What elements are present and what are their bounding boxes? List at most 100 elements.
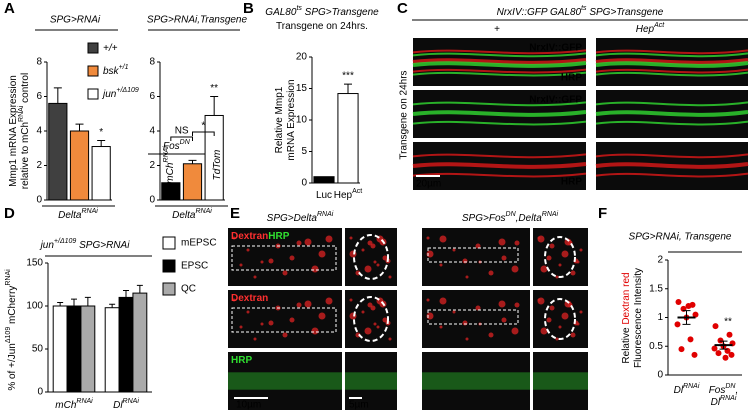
- superscript: Act: [352, 188, 362, 195]
- text-run: Dextran: [231, 231, 268, 242]
- error-bar: [188, 159, 197, 164]
- legend-label: jun+/Δ109: [101, 87, 139, 100]
- dextran-spot: [501, 317, 507, 323]
- y-tick-label: 150: [26, 258, 43, 269]
- roi-ellipse: [353, 296, 389, 342]
- data-point: [715, 350, 722, 357]
- x-tick-label: DlRNAi: [113, 398, 139, 411]
- text-run: Luc: [316, 190, 332, 201]
- column-label: SPG>FosDN,DeltaRNAi: [462, 211, 559, 224]
- x-tick-label: FosDN,: [709, 383, 739, 396]
- dextran-spot: [439, 325, 443, 329]
- nerve-strand: [595, 68, 749, 74]
- y-axis-label: % of +/JunΔ109 mCherryRNAi: [5, 269, 18, 391]
- text-run: NrxIV::GFP GAL80: [497, 7, 582, 18]
- text-run: HRP: [268, 231, 289, 242]
- superscript: RNAi: [720, 395, 737, 402]
- text-run: bsk: [103, 66, 120, 77]
- y-tick-label: 2: [36, 160, 42, 171]
- x-tick-label: Luc: [316, 190, 332, 201]
- bar: [91, 146, 111, 201]
- y-tick-label: 0: [657, 370, 663, 381]
- error-bar: [210, 96, 219, 116]
- chart-title: SPG>RNAi, Transgene: [629, 232, 732, 243]
- text-run: SPG>Transgene: [302, 7, 379, 18]
- data-point: [685, 303, 692, 309]
- dextran-spot: [540, 327, 548, 335]
- comparison-label: NS: [175, 126, 189, 137]
- dextran-spot: [558, 263, 562, 267]
- dextran-spot: [304, 238, 312, 246]
- superscript: ts: [296, 5, 302, 12]
- dextran-spot: [289, 317, 295, 323]
- bar: [118, 296, 134, 393]
- text-run: mCh: [55, 400, 77, 411]
- dextran-spot: [382, 255, 388, 261]
- y-tick-label: 0: [36, 195, 42, 206]
- dextran-spot: [253, 337, 257, 341]
- dextran-spot: [579, 248, 583, 252]
- dextran-spot: [511, 327, 519, 335]
- bar: [66, 305, 82, 393]
- superscript: Act: [653, 22, 665, 29]
- text-run: Relative Mmp1: [274, 86, 285, 153]
- nerve-strand: [595, 153, 749, 159]
- superscript: RNAi: [683, 383, 700, 390]
- x-tick-label: mChRNAi: [55, 398, 93, 411]
- y-tick-label: 20: [296, 52, 308, 63]
- dextran-spot: [488, 270, 494, 276]
- dextran-spot: [282, 332, 288, 338]
- hrp-band: [345, 372, 397, 390]
- y-axis-label: Relative Mmp1: [274, 86, 285, 153]
- superscript: RNAi: [196, 208, 213, 215]
- y-tick-label: 1: [657, 312, 663, 323]
- chart-title: GAL80ts SPG>Transgene: [265, 5, 379, 18]
- dextran-spot: [511, 265, 519, 273]
- image-label: DextranHRP: [231, 231, 290, 242]
- y-tick-label: 1.5: [649, 283, 663, 294]
- y-axis-label: relative to mChRNAi control: [18, 73, 31, 189]
- text-run: Dl: [711, 397, 721, 408]
- x-tick-label: DlRNAi: [711, 395, 737, 408]
- nerve-strand: [595, 101, 749, 107]
- chart-title: SPG>RNAi,Transgene: [147, 15, 248, 26]
- column-label: SPG>DeltaRNAi: [267, 211, 334, 224]
- nerve-strand: [595, 172, 749, 178]
- significance: *: [99, 127, 103, 138]
- text-run: Dextran: [231, 293, 268, 304]
- superscript: RNAi: [5, 269, 12, 286]
- bar: [104, 307, 120, 393]
- dextran-spot: [561, 312, 569, 320]
- image-label: HRP: [561, 73, 582, 84]
- dextran-spot: [462, 320, 468, 326]
- dextran-spot: [268, 258, 274, 264]
- panel-title: NrxIV::GFP GAL80ts SPG>Transgene: [497, 5, 664, 18]
- dextran-spot: [549, 305, 555, 311]
- text-run: +/+: [103, 43, 118, 54]
- data-point: [692, 311, 699, 318]
- superscript: ts: [581, 5, 587, 12]
- data-point: [687, 336, 694, 343]
- nerve-strand: [595, 110, 749, 117]
- dextran-spot: [558, 325, 562, 329]
- y-tick-label: 0: [301, 178, 307, 189]
- dextran-spot: [268, 320, 274, 326]
- nerve-strand: [412, 52, 587, 58]
- dextran-spot: [475, 243, 481, 249]
- nerve-strand: [595, 162, 749, 169]
- dextran-spot: [537, 297, 545, 305]
- dextran-spot: [318, 250, 326, 258]
- legend-label: EPSC: [181, 261, 208, 272]
- legend-swatch: [162, 259, 176, 273]
- dextran-spot: [367, 302, 373, 308]
- error-bar: [75, 123, 84, 131]
- text-run: SPG>Transgene: [587, 7, 664, 18]
- nerve-strand: [595, 49, 749, 55]
- dextran-spot: [239, 263, 243, 267]
- text-run: Hep: [636, 24, 655, 35]
- data-point: [674, 321, 681, 328]
- legend-swatch: [87, 42, 99, 54]
- dextran-spot: [304, 300, 312, 308]
- dextran-spot: [576, 260, 580, 264]
- hrp-band: [533, 372, 588, 390]
